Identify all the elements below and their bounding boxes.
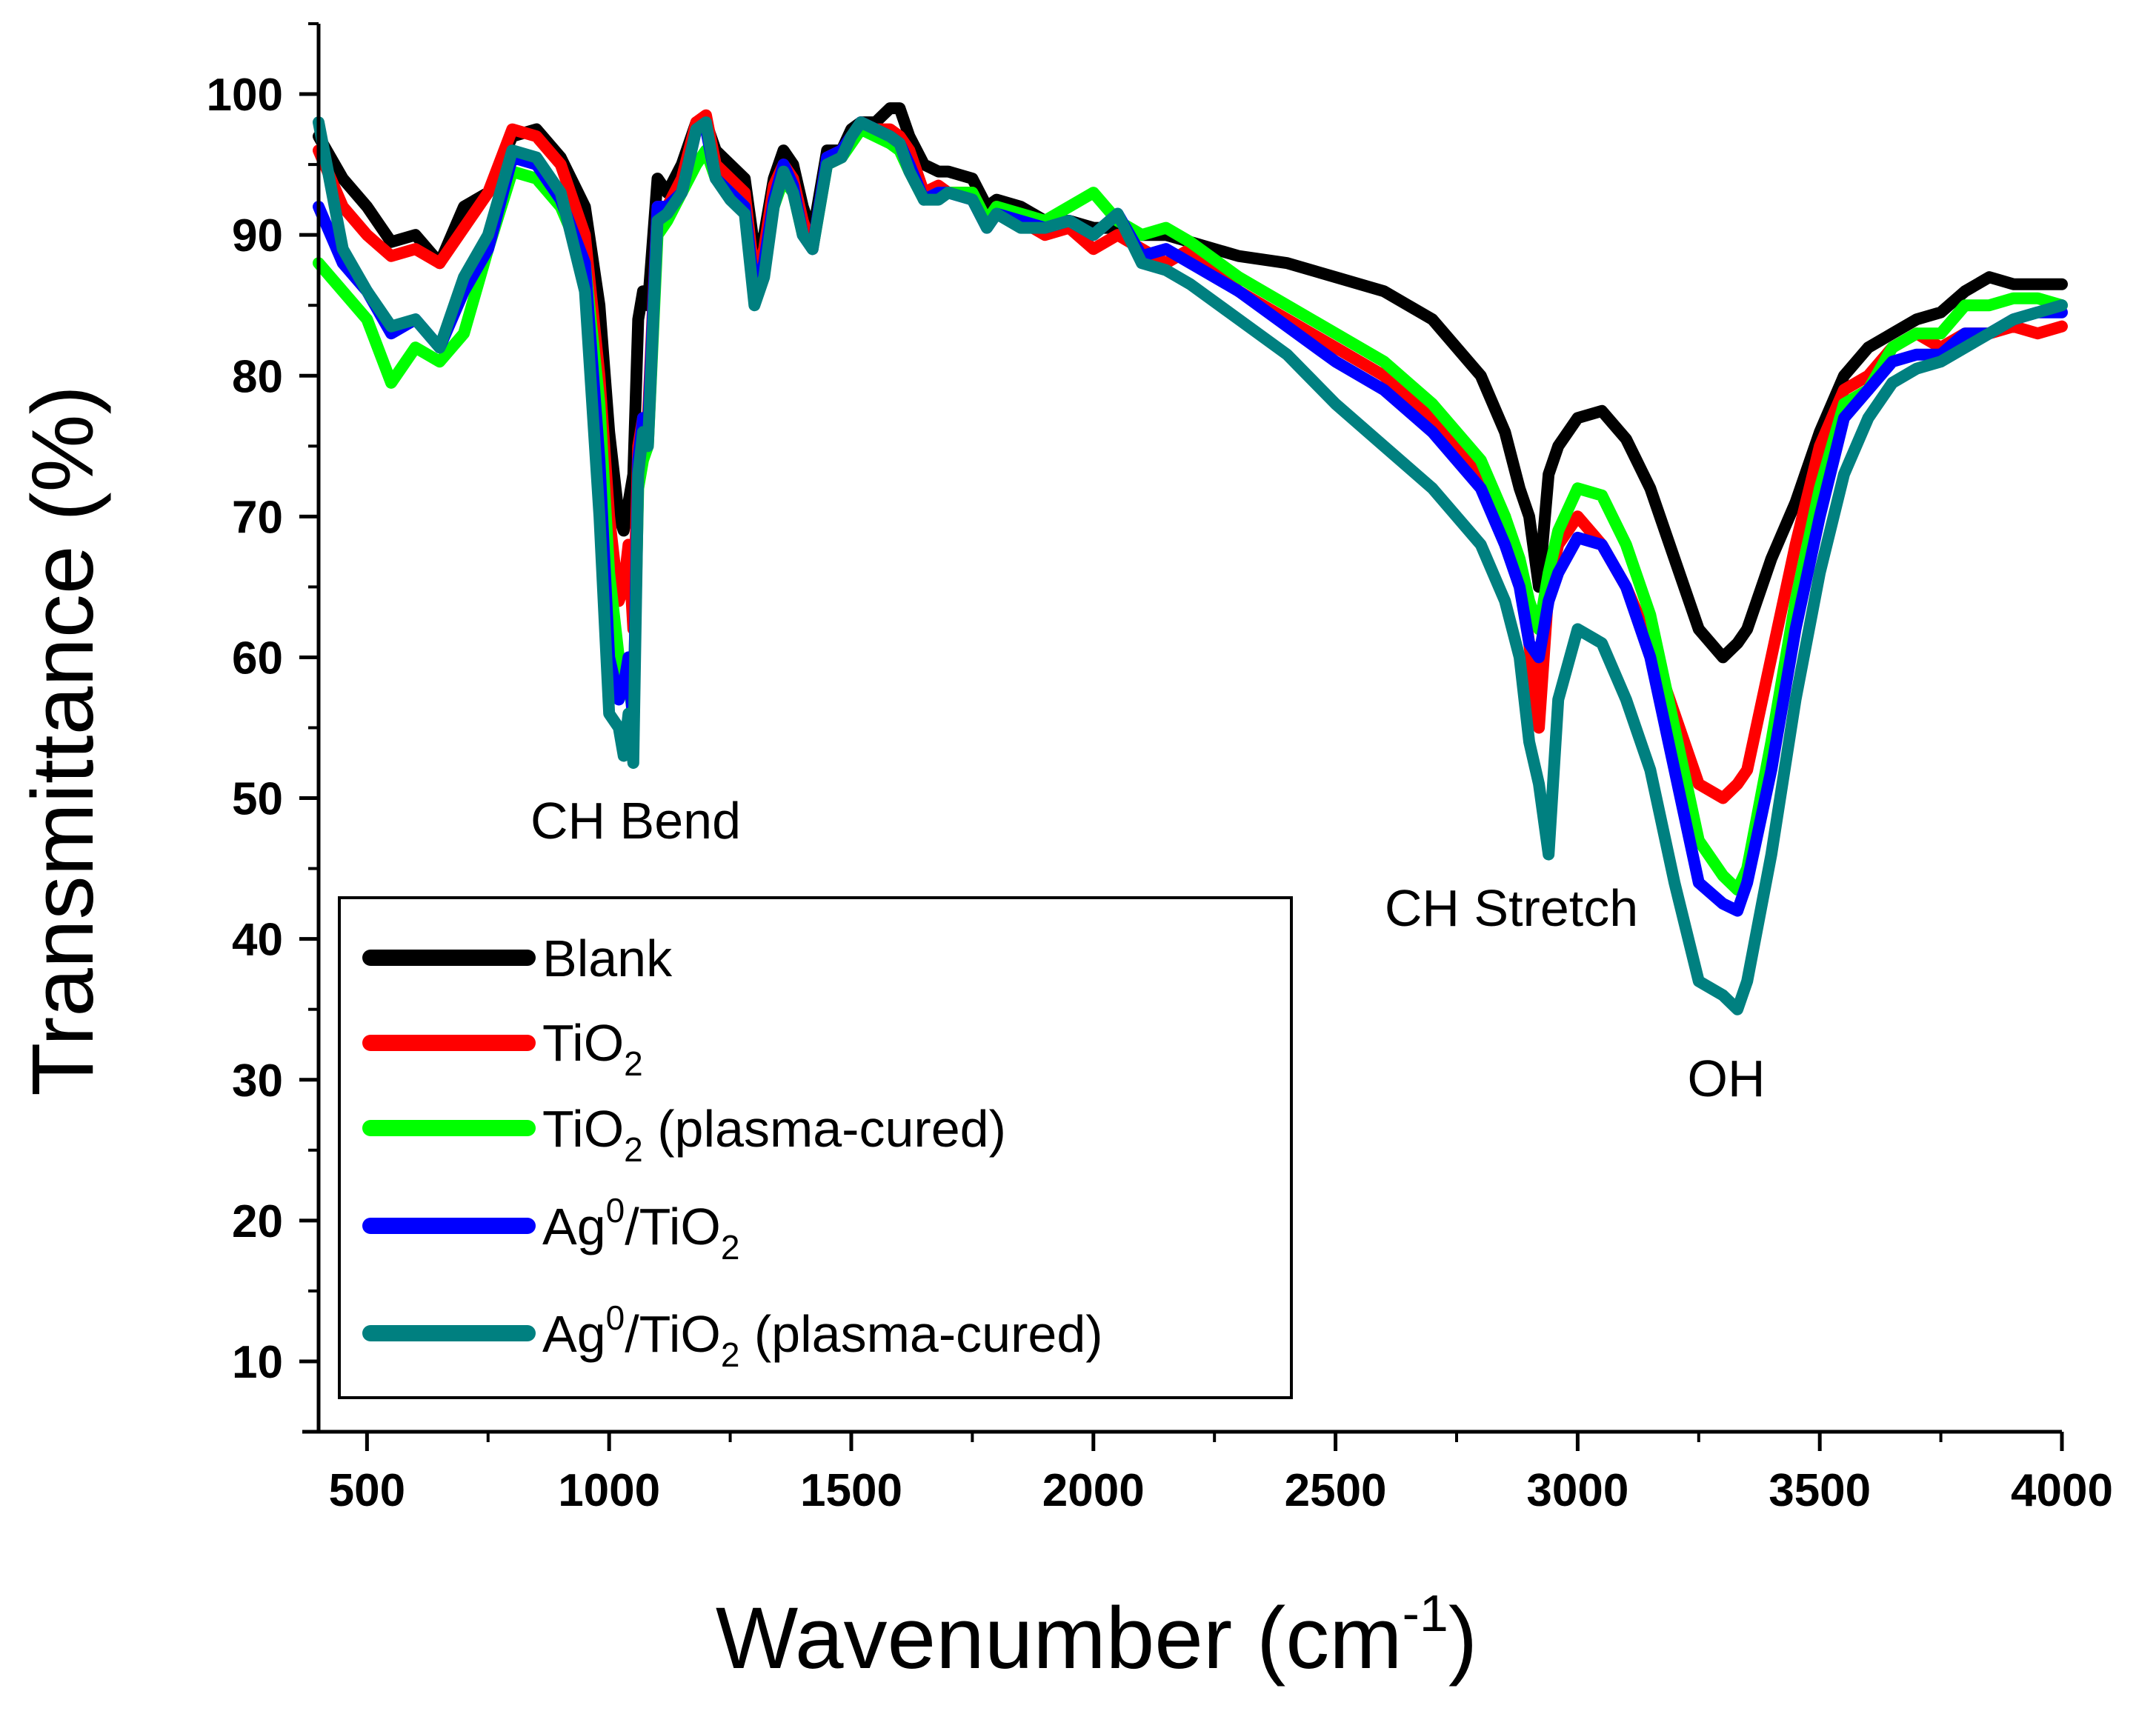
legend-item-tio2: TiO2 <box>362 1014 643 1083</box>
legend-box <box>338 896 1293 1399</box>
x-tick-label: 1500 <box>800 1465 902 1516</box>
y-axis-title: Transmittance (%) <box>14 385 112 1096</box>
y-tick-label: 80 <box>232 351 283 402</box>
legend-item-ag-tio2: Ag0/TiO2 <box>362 1191 739 1267</box>
series-line-blank <box>313 102 2068 664</box>
legend-item-tio2-plasma: TiO2 (plasma-cured) <box>362 1100 1006 1169</box>
y-tick-label: 50 <box>232 774 283 825</box>
x-tick-label: 1000 <box>558 1465 660 1516</box>
x-tick-label: 3000 <box>1526 1465 1628 1516</box>
x-tick-label: 4000 <box>2011 1465 2113 1516</box>
legend-label-tio2: TiO2 <box>542 1014 643 1083</box>
series-layer <box>313 102 2068 1015</box>
legend-label-ag-tio2-plasma: Ag0/TiO2 (plasma-cured) <box>542 1298 1103 1374</box>
tick-layer: 500 1000 1500 2000 2500 3000 3500 4000 10 20 30 40 5… <box>207 22 2113 1516</box>
x-axis-title: Wavenumber (cm-1) <box>716 1584 1477 1687</box>
y-tick-label: 70 <box>232 492 283 543</box>
annotation-oh: OH <box>1688 1050 1766 1107</box>
legend-label-ag-tio2: Ag0/TiO2 <box>542 1191 739 1267</box>
y-tick-label: 10 <box>232 1337 283 1388</box>
x-tick-label: 2000 <box>1042 1465 1145 1516</box>
y-tick-label: 40 <box>232 915 283 966</box>
annotation-ch-bend: CH Bend <box>530 792 741 850</box>
y-tick-label: 20 <box>232 1196 283 1247</box>
x-tick-label: 3500 <box>1769 1465 1871 1516</box>
legend: Blank TiO2 TiO2 (plasma-cured) Ag0/TiO2 … <box>338 896 1293 1399</box>
annotation-ch-stretch: CH Stretch <box>1385 879 1638 937</box>
y-tick-label: 30 <box>232 1055 283 1107</box>
legend-label-tio2-plasma: TiO2 (plasma-cured) <box>542 1100 1006 1169</box>
series-line-ag0-tio2-plasma-cured- <box>313 116 2068 1015</box>
legend-label-blank: Blank <box>542 930 673 987</box>
y-tick-label: 60 <box>232 633 283 684</box>
legend-item-blank: Blank <box>362 930 673 987</box>
y-tick-label: 100 <box>207 70 283 121</box>
legend-item-ag-tio2-plasma: Ag0/TiO2 (plasma-cured) <box>362 1298 1103 1374</box>
x-tick-label: 500 <box>329 1465 405 1516</box>
x-tick-label: 2500 <box>1285 1465 1387 1516</box>
y-tick-label: 90 <box>232 210 283 261</box>
